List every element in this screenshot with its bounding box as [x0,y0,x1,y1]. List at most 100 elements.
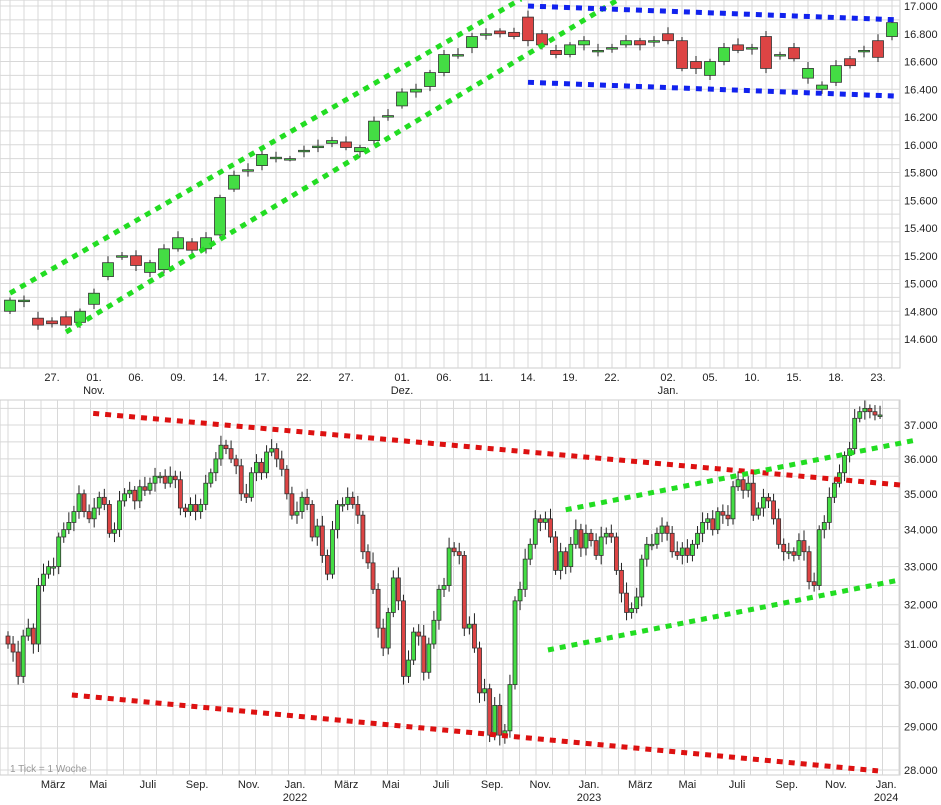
x-tick-label: Sep. [775,779,798,791]
candle-body [872,40,884,58]
x-tick-label: 06. [128,372,143,384]
candle-body [796,540,802,556]
candle-body [56,536,62,568]
panel-1: 28.000 29.000 30.000 31.000 32.000 33.000 34.0… [0,399,938,804]
y-tick-label: 34.000 [904,525,938,537]
x-tick-label: Juli [433,779,450,791]
candle-body [676,40,688,69]
candle-body [406,659,411,677]
candle-body [312,145,324,149]
x-tick-label: 22. [604,372,619,384]
candle-body [816,529,822,586]
candle-body [144,262,156,273]
candle-body [816,84,828,90]
candle-body [243,493,249,498]
x-tick-label: Mai [382,779,400,791]
candle-body [4,299,16,312]
candle-body [147,482,153,491]
candle-body [654,532,660,545]
candle-body [553,536,558,571]
candle-body [821,522,827,531]
candle-body [684,547,690,556]
candle-body [755,507,761,516]
candle-body [370,562,376,590]
candle-body [214,197,226,236]
x-tick-label: 23. [870,372,885,384]
candle-body [289,493,295,516]
candle-body [740,479,746,491]
candle-body [228,448,234,460]
candle-body [203,482,209,505]
candle-body [340,141,352,148]
candle-body [766,496,771,502]
candle-body [704,61,716,76]
tick-note: 1 Tick = 1 Woche [10,764,87,775]
candle-body [862,407,868,413]
candle-body [86,511,92,520]
candle-body [259,461,264,474]
y-tick-label: 15.000 [904,279,938,291]
panel-0: 14.600 14.800 15.000 15.200 15.400 15.600 15.8… [0,0,938,397]
candle-body [776,518,782,545]
x-tick-label: Nov. [238,779,260,791]
candle-body [720,511,726,516]
candle-body [532,518,538,545]
candle-body [872,411,878,416]
candle-body [198,504,204,512]
x-tick-label: 06. [436,372,451,384]
candle-body [690,61,702,69]
candle-body [634,40,646,46]
y-tick-label: 15.600 [904,195,938,207]
candle-body [127,489,133,495]
candle-body [51,566,57,569]
candle-body [122,493,128,502]
candle-body [639,558,645,598]
candle-body [606,47,618,50]
candle-body [25,627,31,637]
candle-body [299,496,305,512]
candle-body [690,543,695,556]
y-tick-label: 15.800 [904,168,938,180]
candle-body [218,444,224,460]
candle-body [710,518,716,531]
candle-body [830,65,842,83]
candle-body [130,255,142,266]
candle-body [441,585,447,590]
y-tick-label: 14.800 [904,306,938,318]
x-tick-label: 11. [479,372,493,384]
candle-body [603,532,609,538]
candle-body [446,547,452,586]
x-tick-label: 14. [520,372,535,384]
candle-body [858,50,870,53]
candle-body [424,72,436,87]
x-tick-label: Sep. [186,779,209,791]
candle-body [750,482,756,516]
x-tick-label: Juli [140,779,157,791]
candle-body [786,551,792,554]
candle-body [456,551,462,556]
y-tick-label: 29.000 [904,722,938,734]
x-tick-sublabel: 2022 [283,792,307,804]
candle-body [522,16,534,42]
candle-body [36,585,41,645]
x-tick-label: 19. [562,372,577,384]
candle-body [466,36,478,49]
candle-body [319,525,325,556]
candle-body [61,529,67,538]
candle-body [695,532,700,545]
candle-body [492,705,498,736]
y-tick-label: 35.000 [904,489,938,501]
candle-body [254,461,259,474]
candle-body [497,705,503,736]
candle-body [256,154,268,166]
candle-body [725,514,731,520]
candle-body [15,651,21,677]
candle-body [96,496,102,509]
candle-body [548,518,553,538]
candle-body [522,558,528,590]
candle-body [593,540,599,556]
candle-body [66,522,72,531]
candle-body [563,551,569,568]
candle-body [583,532,589,549]
candle-body [802,68,814,79]
